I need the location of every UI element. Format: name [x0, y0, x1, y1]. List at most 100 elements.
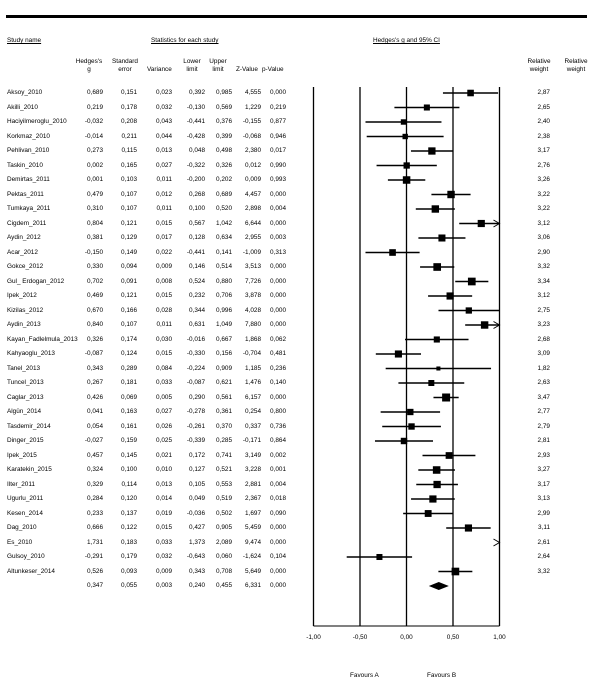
- variance-value: 0,014: [156, 495, 172, 502]
- upper-limit-value: 0,909: [216, 364, 232, 372]
- lower-limit-value: -0,428: [186, 132, 205, 140]
- lower-limit-value: -0,130: [186, 103, 205, 111]
- variance-value: 0,032: [156, 553, 172, 560]
- hedges-g-value: 0,457: [87, 451, 103, 459]
- lower-limit-value: 0,392: [189, 89, 205, 96]
- z-value: 0,254: [245, 408, 261, 415]
- variance-value: 0,025: [156, 437, 172, 444]
- lower-limit-value: 0,344: [189, 306, 205, 314]
- study-name: Tumkaya_2011: [7, 205, 51, 212]
- relative-weight-value: 3,22: [537, 190, 550, 198]
- z-value: 9,474: [245, 538, 261, 546]
- variance-value: 0,030: [156, 335, 172, 343]
- hedges-g-value: 0,284: [87, 495, 103, 502]
- lower-limit-value: -0,200: [186, 176, 205, 183]
- standard-error-value: 0,145: [121, 451, 137, 459]
- z-value: 2,367: [245, 495, 261, 502]
- hedges-g-value: 0,310: [87, 205, 103, 212]
- study-name: Ugurlu_2011: [7, 495, 44, 502]
- ci-arrow: [493, 321, 501, 329]
- z-value: 4,028: [245, 306, 261, 314]
- relative-weight-value: 3,22: [537, 205, 550, 212]
- relative-weight-value: 2,65: [537, 103, 550, 111]
- relative-weight-value: 2,90: [537, 248, 550, 256]
- hedges-g-value: 0,479: [87, 190, 103, 198]
- p-value: 0,313: [270, 248, 286, 256]
- lower-limit-value: -0,261: [186, 422, 205, 430]
- study-name: Tuncel_2013: [7, 379, 44, 386]
- variance-value: 0,008: [156, 277, 172, 285]
- summary-diamond: [428, 582, 449, 590]
- hedges-g-value: 0,002: [87, 161, 103, 169]
- z-header: Z-Value: [236, 66, 258, 73]
- hedges-g-value: 0,426: [87, 393, 103, 401]
- p-value: 0,000: [270, 292, 286, 299]
- standard-error-value: 0,166: [121, 306, 137, 314]
- p-value: 0,104: [270, 553, 286, 560]
- relative-weight-value: 3,23: [537, 321, 550, 328]
- favours-b-label: Favours B: [427, 672, 457, 679]
- standard-error-value: 0,159: [121, 437, 137, 444]
- favours-a-label: Favours A: [350, 672, 379, 679]
- point-estimate: [465, 307, 472, 314]
- standard-error-value: 0,122: [121, 524, 137, 531]
- p-value: 0,736: [270, 422, 286, 430]
- relative-weight-value: 2,75: [537, 306, 550, 314]
- point-estimate: [480, 321, 489, 329]
- standard-error-value: 0,289: [121, 364, 137, 372]
- study-name: Gokce_2012: [7, 263, 44, 270]
- upper-limit-value: 0,399: [216, 132, 232, 140]
- stats-group-header: Statistics for each study: [151, 37, 219, 44]
- p-value: 0,000: [270, 321, 286, 328]
- lower-limit-value: 0,146: [189, 263, 205, 270]
- upper-limit-value: 0,561: [216, 393, 232, 401]
- upper-limit-value: 0,667: [216, 335, 232, 343]
- z-value: -0,704: [242, 350, 261, 357]
- point-estimate: [446, 292, 454, 300]
- standard-error-value: 0,115: [121, 147, 137, 154]
- study-name: Ipek_2015: [7, 451, 37, 459]
- study-name: Pehlivan_2010: [7, 147, 50, 154]
- standard-error-value: 0,183: [121, 538, 137, 546]
- hedges-g-value: 0,219: [87, 103, 103, 111]
- z-value: 2,881: [245, 480, 261, 488]
- hedges-g-value: 0,326: [87, 335, 103, 343]
- study-name: Algün_2014: [7, 408, 42, 415]
- hedges-g-value: 0,054: [87, 422, 103, 430]
- z-value: -0,068: [242, 132, 261, 140]
- standard-error-value: 0,129: [121, 234, 137, 241]
- point-estimate: [423, 104, 430, 111]
- standard-error-value: 0,174: [121, 335, 137, 343]
- point-estimate: [431, 205, 440, 213]
- upper-limit-value: 0,880: [216, 277, 232, 285]
- hedges-g-value: 0,381: [87, 234, 103, 241]
- hedges-g-value: -0,027: [84, 437, 103, 444]
- variance-value: 0,015: [156, 524, 172, 531]
- point-estimate: [394, 350, 402, 358]
- p-value: 0,000: [270, 190, 286, 198]
- summary-standard-error-value: 0,055: [121, 582, 137, 589]
- point-estimate: [433, 336, 440, 343]
- relative-weight-value: 2,40: [537, 118, 550, 125]
- study-name: Acar_2012: [7, 248, 38, 256]
- study-name: Kahyaoglu_2013: [7, 350, 55, 357]
- relative-weight-value: 1,82: [537, 364, 550, 372]
- point-estimate: [403, 162, 410, 169]
- variance-value: 0,033: [156, 379, 172, 386]
- point-estimate: [428, 380, 435, 386]
- relative-weight-value: 2,76: [537, 161, 550, 169]
- point-estimate: [433, 263, 442, 271]
- standard-error-value: 0,124: [121, 350, 137, 357]
- variance-value: 0,009: [156, 263, 172, 270]
- lower-limit-value: 0,100: [189, 205, 205, 212]
- relative-weight-header: Relative weight: [527, 58, 551, 73]
- z-value: 3,228: [245, 466, 261, 473]
- lower-limit-value: 0,127: [189, 466, 205, 473]
- point-estimate: [467, 277, 476, 286]
- p-value: 0,946: [270, 132, 286, 140]
- hedges-g-value: 0,343: [87, 364, 103, 372]
- variance-value: 0,010: [156, 466, 172, 473]
- upper-limit-value: 1,042: [216, 219, 232, 227]
- variance-value: 0,012: [156, 190, 172, 198]
- z-value: 7,880: [245, 321, 261, 328]
